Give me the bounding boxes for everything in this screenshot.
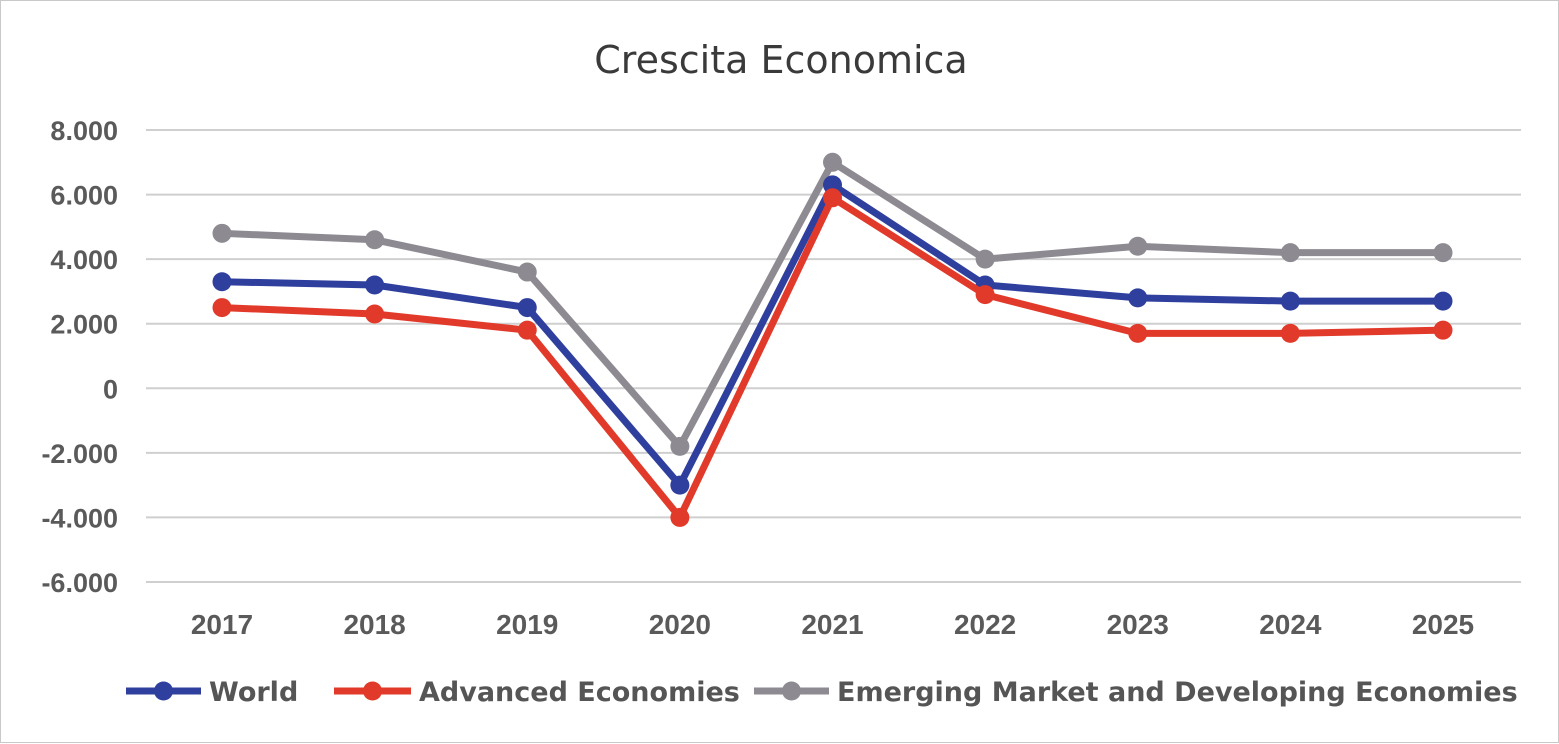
y-tick-label: 0 xyxy=(103,374,118,404)
x-tick-label: 2019 xyxy=(496,609,558,640)
legend: World Advanced Economies Emerging Market a… xyxy=(126,677,1518,708)
data-point xyxy=(1280,323,1300,343)
series-lines xyxy=(212,152,1453,527)
y-axis-ticks: 8.000 6.000 4.000 2.000 0 -2.000 -4.000 -6.000 xyxy=(41,116,118,598)
chart-title: Crescita Economica xyxy=(594,38,967,82)
x-tick-label: 2023 xyxy=(1107,609,1169,640)
gridlines xyxy=(146,129,1521,583)
x-tick-label: 2018 xyxy=(343,609,405,640)
series-world xyxy=(212,175,1453,495)
data-point xyxy=(670,475,690,495)
x-axis-ticks: 2017 2018 2019 2020 2021 2022 2023 2024 2025 xyxy=(191,609,1474,640)
y-tick-label: -2.000 xyxy=(41,439,118,469)
data-point xyxy=(365,230,385,250)
series-advanced-economies xyxy=(212,188,1453,527)
y-tick-label: -4.000 xyxy=(41,503,118,533)
data-point xyxy=(1433,291,1453,311)
y-tick-label: 6.000 xyxy=(50,181,118,211)
data-point xyxy=(365,304,385,324)
y-tick-label: 4.000 xyxy=(50,245,118,275)
data-point xyxy=(823,188,842,208)
data-point xyxy=(517,262,537,282)
data-point xyxy=(1280,291,1300,311)
data-point xyxy=(823,152,842,172)
legend-label: Emerging Market and Developing Economies xyxy=(837,677,1518,708)
legend-item: Advanced Economies xyxy=(334,677,740,708)
data-point xyxy=(1433,320,1453,340)
series-emerging-market-and-developing-economies xyxy=(212,152,1453,456)
data-point xyxy=(1280,243,1300,263)
x-tick-label: 2022 xyxy=(954,609,1016,640)
data-point xyxy=(1128,236,1148,256)
data-point xyxy=(212,223,232,243)
y-tick-label: 2.000 xyxy=(50,310,118,340)
legend-item: World xyxy=(126,677,298,708)
legend-label: Advanced Economies xyxy=(419,677,740,708)
x-tick-label: 2025 xyxy=(1412,609,1474,640)
legend-swatch-marker xyxy=(782,681,801,701)
x-tick-label: 2021 xyxy=(801,609,863,640)
data-point xyxy=(517,298,537,318)
data-point xyxy=(1128,288,1148,308)
data-point xyxy=(212,272,232,292)
x-tick-label: 2024 xyxy=(1259,609,1322,640)
data-point xyxy=(212,298,232,318)
x-tick-label: 2017 xyxy=(191,609,253,640)
data-point xyxy=(670,507,690,527)
data-point xyxy=(365,275,385,295)
data-point xyxy=(975,249,995,269)
x-tick-label: 2020 xyxy=(649,609,711,640)
data-point xyxy=(1128,323,1148,343)
legend-swatch-marker xyxy=(154,681,173,701)
data-point xyxy=(975,285,995,305)
data-point xyxy=(670,436,690,456)
data-point xyxy=(517,320,537,340)
legend-swatch-marker xyxy=(363,681,382,701)
legend-item: Emerging Market and Developing Economies xyxy=(754,677,1518,708)
data-point xyxy=(1433,243,1453,263)
y-tick-label: -6.000 xyxy=(41,568,118,598)
legend-label: World xyxy=(209,677,298,708)
y-tick-label: 8.000 xyxy=(50,116,118,146)
